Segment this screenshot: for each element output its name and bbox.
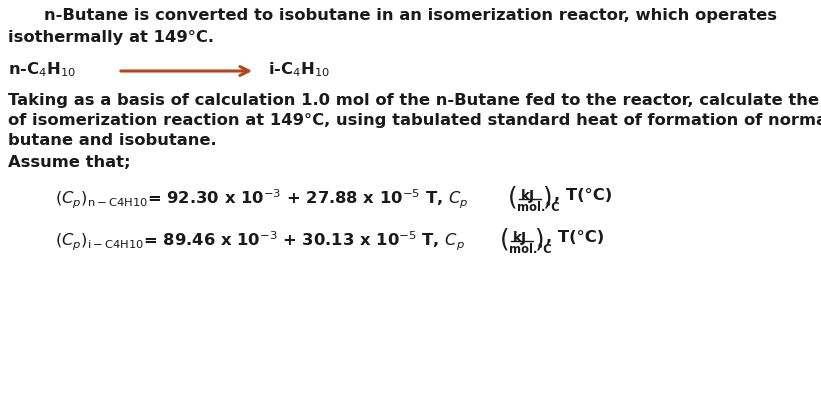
Text: n-Butane is converted to isobutane in an isomerization reactor, which operates: n-Butane is converted to isobutane in an… <box>44 8 777 23</box>
Text: (: ( <box>500 227 510 251</box>
Text: n-C$_4$H$_{10}$: n-C$_4$H$_{10}$ <box>8 60 76 79</box>
Text: (: ( <box>508 185 517 209</box>
Text: mol.°C: mol.°C <box>509 243 552 256</box>
Text: ): ) <box>542 185 552 209</box>
FancyArrowPatch shape <box>121 66 249 75</box>
Text: kJ: kJ <box>521 189 535 203</box>
Text: , T(°C): , T(°C) <box>546 230 604 245</box>
Text: $(C_p)_{\mathsf{i-C4H10}}$= 89.46 x 10$^{-3}$ + 30.13 x 10$^{-5}$ T, $C_p$: $(C_p)_{\mathsf{i-C4H10}}$= 89.46 x 10$^… <box>55 230 465 253</box>
Text: kJ: kJ <box>513 231 527 245</box>
Text: butane and isobutane.: butane and isobutane. <box>8 133 217 148</box>
Text: Assume that;: Assume that; <box>8 155 131 170</box>
Text: , T(°C): , T(°C) <box>554 188 612 203</box>
Text: mol.°C: mol.°C <box>517 201 560 214</box>
Text: isothermally at 149°C.: isothermally at 149°C. <box>8 30 214 45</box>
Text: $(C_p)_{\mathsf{n-C4H10}}$= 92.30 x 10$^{-3}$ + 27.88 x 10$^{-5}$ T, $C_p$: $(C_p)_{\mathsf{n-C4H10}}$= 92.30 x 10$^… <box>55 188 469 211</box>
Text: Taking as a basis of calculation 1.0 mol of the n-Butane fed to the reactor, cal: Taking as a basis of calculation 1.0 mol… <box>8 93 821 108</box>
Text: i-C$_4$H$_{10}$: i-C$_4$H$_{10}$ <box>268 60 330 79</box>
Text: ): ) <box>534 227 544 251</box>
Text: of isomerization reaction at 149°C, using tabulated standard heat of formation o: of isomerization reaction at 149°C, usin… <box>8 113 821 128</box>
